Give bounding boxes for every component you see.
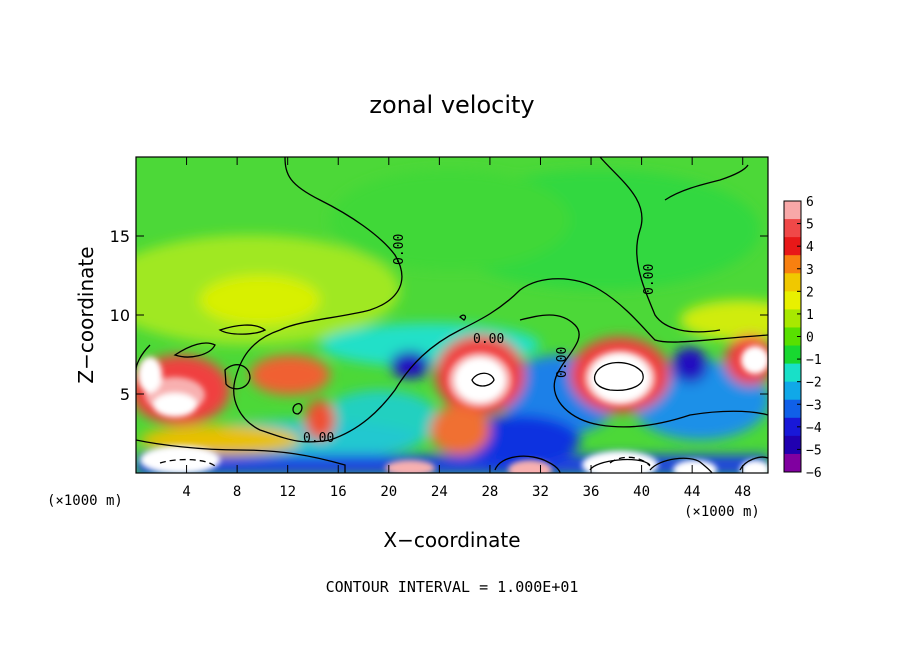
colorbar-tick-label: −6 — [806, 466, 822, 481]
colorbar-tick-label: 6 — [806, 195, 814, 210]
contour-label: 0.00 — [392, 234, 407, 265]
colorbar-swatch — [784, 219, 801, 238]
chart-title: zonal velocity — [369, 91, 534, 119]
colorbar-swatch — [784, 345, 801, 365]
x-tick-label: 24 — [431, 484, 448, 500]
colorbar-swatch — [784, 201, 801, 220]
colorbar-swatch — [784, 381, 801, 401]
contour-label: 0.00 — [555, 347, 570, 378]
x-tick-label: 16 — [330, 484, 347, 500]
colorbar-tick-label: 1 — [806, 308, 814, 323]
contour-label: 0.00 — [303, 431, 334, 446]
contour-interval-note: CONTOUR INTERVAL = 1.000E+01 — [326, 578, 579, 596]
x-axis-label: X−coordinate — [383, 528, 520, 552]
x-axis: 4 8 12 16 20 24 28 32 36 40 44 48 — [182, 157, 751, 500]
x-tick-label: 4 — [182, 484, 190, 500]
colorbar-tick-label: 4 — [806, 240, 814, 255]
contour-label: 0.00 — [642, 264, 657, 295]
colorbar-swatch — [784, 309, 801, 328]
x-tick-label: 12 — [279, 484, 296, 500]
colorbar-tick-label: −1 — [806, 353, 822, 368]
colorbar-swatch — [784, 453, 801, 473]
x-tick-label: 20 — [380, 484, 397, 500]
colorbar-tick-label: 0 — [806, 331, 814, 346]
x-tick-label: 8 — [233, 484, 241, 500]
colorbar-swatch — [784, 327, 801, 347]
y-tick-label: 10 — [110, 306, 130, 325]
y-tick-label: 5 — [120, 385, 130, 404]
colorbar-swatch — [784, 291, 801, 310]
colorbar-swatch — [784, 273, 801, 292]
colorbar-swatch — [784, 435, 801, 455]
contour-labels: 0.00 0.00 0.00 0.00 0.00 — [303, 234, 657, 446]
x-tick-label: 36 — [583, 484, 600, 500]
contour-lines — [136, 157, 768, 473]
colorbar-swatch — [784, 399, 801, 419]
x-tick-label: 32 — [532, 484, 549, 500]
x-tick-label: 48 — [734, 484, 751, 500]
colorbar-tick-label: 2 — [806, 285, 814, 300]
colorbar: 6 5 4 3 2 1 0 −1 −2 −3 −4 −5 −6 — [783, 195, 822, 481]
colorbar-swatch — [784, 363, 801, 383]
x-tick-label: 28 — [481, 484, 498, 500]
colorbar-swatch — [784, 255, 801, 274]
colorbar-tick-label: 5 — [806, 218, 814, 233]
y-axis: 5 10 15 — [110, 227, 768, 404]
colorbar-tick-label: −4 — [806, 421, 822, 436]
y-axis-label: Z−coordinate — [74, 246, 98, 383]
x-tick-label: 40 — [633, 484, 650, 500]
x-unit-left: (×1000 m) — [47, 493, 123, 509]
contour-label: 0.00 — [473, 332, 504, 347]
colorbar-tick-label: −2 — [806, 376, 822, 391]
colorbar-tick-label: 3 — [806, 263, 814, 278]
colorbar-swatch — [784, 417, 801, 437]
colorbar-swatch — [784, 237, 801, 256]
colorbar-tick-label: −3 — [806, 398, 822, 413]
heatmap-field — [136, 157, 768, 473]
colorbar-tick-label: −5 — [806, 443, 822, 458]
y-tick-label: 15 — [110, 227, 130, 246]
x-unit-right: (×1000 m) — [684, 504, 760, 520]
x-tick-label: 44 — [684, 484, 701, 500]
